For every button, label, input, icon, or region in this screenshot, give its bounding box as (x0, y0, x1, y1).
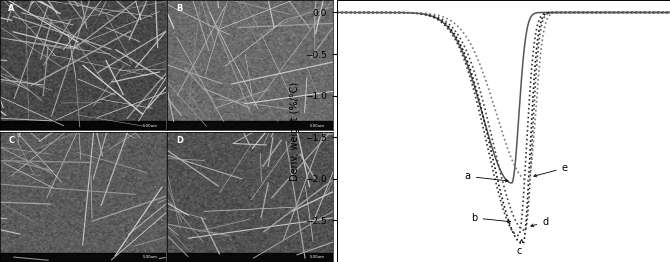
Text: A: A (8, 4, 15, 13)
Text: 5.00um: 5.00um (310, 124, 325, 128)
Text: e: e (534, 163, 567, 177)
Text: d: d (531, 217, 548, 227)
Text: D: D (176, 135, 183, 145)
Text: B: B (176, 4, 182, 13)
Text: 5.00um: 5.00um (143, 124, 157, 128)
Bar (0, 253, 166, 262)
Bar (168, 253, 334, 262)
Text: 5.00um: 5.00um (310, 255, 325, 259)
Text: a: a (465, 171, 508, 182)
Text: 5.00um: 5.00um (143, 255, 157, 259)
Bar (0, 121, 166, 130)
Text: b: b (471, 213, 511, 223)
Bar (168, 121, 334, 130)
Text: C: C (8, 135, 15, 145)
Text: c: c (517, 240, 523, 256)
Y-axis label: Deriv. weight (%/°C): Deriv. weight (%/°C) (289, 81, 299, 181)
